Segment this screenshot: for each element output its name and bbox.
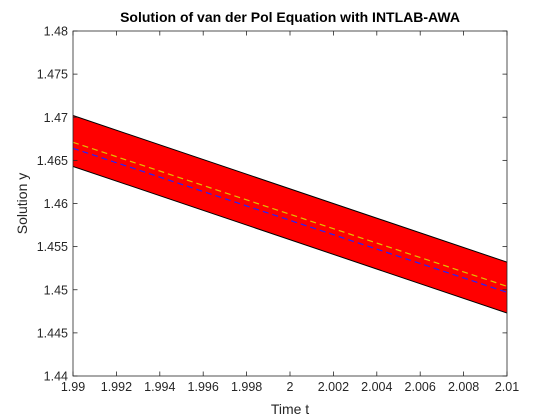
- y-tick-label: 1.45: [44, 283, 68, 297]
- x-tick-label: 2.002: [318, 380, 349, 394]
- x-tick-label: 1.998: [231, 380, 262, 394]
- y-tick-label: 1.46: [44, 197, 68, 211]
- x-tick-label: 2: [287, 380, 294, 394]
- y-tick-label: 1.455: [37, 240, 68, 254]
- x-tick-label: 1.996: [188, 380, 219, 394]
- x-tick-label: 1.994: [144, 380, 175, 394]
- y-tick-label: 1.445: [37, 326, 68, 340]
- x-tick-label: 1.992: [101, 380, 132, 394]
- y-tick-label: 1.44: [44, 370, 68, 384]
- y-tick-label: 1.48: [44, 25, 68, 39]
- series-line-1: [73, 141, 507, 287]
- enclosure-band: [73, 115, 507, 314]
- y-tick-label: 1.47: [44, 111, 68, 125]
- y-axis-label: Solution y: [14, 173, 30, 234]
- x-axis-label: Time t: [271, 401, 309, 417]
- series-line-2: [73, 147, 507, 293]
- x-tick-label: 2.008: [448, 380, 479, 394]
- lower-bound-line: [73, 165, 507, 314]
- x-tick-label: 2.01: [495, 380, 519, 394]
- y-tick-label: 1.465: [37, 154, 68, 168]
- y-tick-label: 1.475: [37, 68, 68, 82]
- upper-bound-line: [73, 115, 507, 263]
- x-tick-label: 2.006: [405, 380, 436, 394]
- x-tick-label: 1.99: [61, 380, 85, 394]
- chart-title: Solution of van der Pol Equation with IN…: [120, 9, 460, 25]
- x-tick-label: 2.004: [361, 380, 392, 394]
